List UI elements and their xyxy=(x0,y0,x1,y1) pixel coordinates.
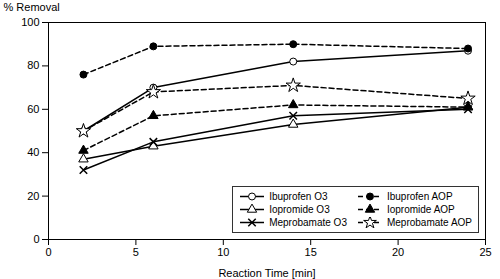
svg-text:20: 20 xyxy=(27,190,39,202)
svg-text:40: 40 xyxy=(27,146,39,158)
svg-text:0: 0 xyxy=(45,246,51,258)
svg-text:15: 15 xyxy=(305,246,317,258)
svg-text:80: 80 xyxy=(27,59,39,71)
svg-text:25: 25 xyxy=(479,246,491,258)
html-text:Ibuprofen O3: Ibuprofen O3 xyxy=(269,191,328,202)
svg-text:100: 100 xyxy=(21,16,39,28)
svg-text:0: 0 xyxy=(33,233,39,245)
svg-text:10: 10 xyxy=(217,246,229,258)
svg-text:60: 60 xyxy=(27,103,39,115)
svg-text:20: 20 xyxy=(392,246,404,258)
html-text:Meprobamate AOP: Meprobamate AOP xyxy=(387,217,472,228)
html-text:Iopromide AOP: Iopromide AOP xyxy=(387,204,455,215)
svg-text:Reaction Time [min]: Reaction Time [min] xyxy=(218,267,315,279)
svg-text:% Removal: % Removal xyxy=(4,1,60,13)
html-text:Iopromide O3: Iopromide O3 xyxy=(269,204,330,215)
html-text:Ibuprofen AOP: Ibuprofen AOP xyxy=(387,191,453,202)
svg-text:5: 5 xyxy=(133,246,139,258)
html-text:Meprobamate O3: Meprobamate O3 xyxy=(269,217,347,228)
